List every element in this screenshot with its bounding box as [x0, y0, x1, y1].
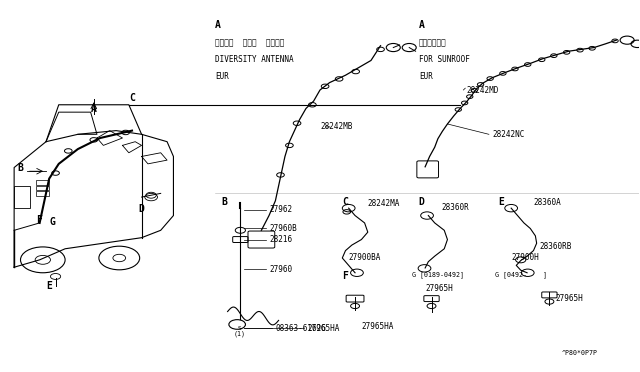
Text: 28242NC: 28242NC — [492, 130, 524, 139]
Text: EUR: EUR — [419, 71, 433, 81]
Text: サンルーフ用: サンルーフ用 — [419, 38, 447, 47]
Text: 27965HA: 27965HA — [307, 324, 340, 333]
Text: 28242MA: 28242MA — [368, 199, 400, 208]
Text: 27960B: 27960B — [269, 224, 297, 233]
Text: EUR: EUR — [215, 71, 228, 81]
Text: G: G — [49, 217, 55, 227]
Text: 28360A: 28360A — [534, 198, 561, 207]
Text: 27965H: 27965H — [556, 294, 584, 303]
Text: 28242MD: 28242MD — [467, 86, 499, 94]
Text: 27900H: 27900H — [511, 253, 539, 263]
Text: A: A — [215, 20, 221, 30]
Text: S: S — [237, 326, 241, 331]
Text: A: A — [419, 20, 425, 30]
Text: 27965H: 27965H — [425, 284, 453, 293]
Text: 27962: 27962 — [269, 205, 292, 215]
Text: 28360RB: 28360RB — [540, 243, 572, 251]
Text: B: B — [17, 163, 23, 173]
Text: A: A — [91, 104, 97, 114]
Bar — [14, 186, 30, 208]
Text: D: D — [138, 204, 144, 214]
Text: (1): (1) — [234, 331, 246, 337]
Text: 08363-6162G: 08363-6162G — [275, 324, 326, 333]
Text: FOR SUNROOF: FOR SUNROOF — [419, 55, 470, 64]
Text: ^P80*0P7P: ^P80*0P7P — [562, 350, 598, 356]
Text: D: D — [419, 197, 425, 207]
Text: C: C — [129, 93, 134, 103]
Text: B: B — [221, 197, 227, 207]
Text: F: F — [342, 271, 348, 281]
Text: DIVERSITY ANTENNA: DIVERSITY ANTENNA — [215, 55, 294, 64]
Text: C: C — [342, 197, 348, 207]
Text: E: E — [499, 197, 504, 207]
Text: 27960: 27960 — [269, 264, 292, 273]
Text: 28360R: 28360R — [441, 203, 469, 212]
Text: 28242MB: 28242MB — [320, 122, 353, 131]
Text: ダイバー  シティ  アンテナ: ダイバー シティ アンテナ — [215, 38, 284, 47]
Text: G [0189-0492]: G [0189-0492] — [412, 271, 465, 278]
Text: 28216: 28216 — [269, 235, 292, 244]
Text: G [0492-    ]: G [0492- ] — [495, 271, 547, 278]
Text: 27900BA: 27900BA — [349, 253, 381, 263]
Text: 27965HA: 27965HA — [362, 322, 394, 331]
Text: E: E — [46, 281, 52, 291]
Text: F: F — [36, 215, 42, 225]
